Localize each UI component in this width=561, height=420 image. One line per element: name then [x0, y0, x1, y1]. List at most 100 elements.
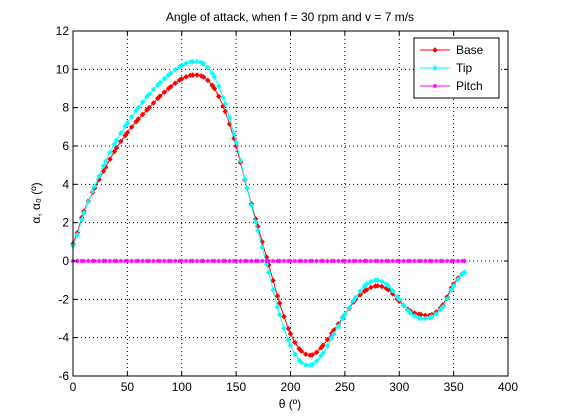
x-tick-label: 100 [172, 380, 192, 394]
data-point-tip [118, 130, 124, 136]
data-point-tip [122, 123, 128, 130]
data-point-pitch [227, 258, 232, 264]
data-point-pitch [451, 258, 456, 264]
data-point-tip [439, 304, 446, 310]
data-point-pitch [92, 258, 97, 264]
data-point-pitch [310, 258, 315, 264]
data-point-pitch [368, 258, 374, 264]
data-point-base [379, 283, 385, 290]
data-point-tip [368, 278, 374, 285]
data-point-pitch [190, 258, 195, 264]
data-point-tip [385, 283, 392, 289]
data-point-pitch [331, 258, 337, 264]
axis-ticks: 0 50 100 150 200 250 300 350 400 -6 -4 -2 0 2 4 6 8 10 12 [56, 24, 519, 394]
data-point-tip [128, 113, 135, 120]
x-tick-label: 0 [70, 380, 77, 394]
data-point-tip [324, 343, 331, 349]
data-point-pitch [136, 258, 141, 264]
data-point-base [363, 286, 370, 293]
data-point-base [189, 72, 196, 78]
data-point-pitch [140, 258, 145, 264]
data-point-tip [331, 331, 337, 337]
y-tick-label: 10 [56, 62, 70, 76]
y-tick-label: -4 [58, 331, 69, 345]
data-point-pitch [444, 258, 450, 264]
data-point-base [233, 143, 239, 149]
x-axis-label: θ (º) [279, 397, 301, 411]
data-point-base [135, 116, 142, 122]
x-tick-label: 200 [280, 380, 300, 394]
data-point-tip [209, 70, 215, 77]
data-point-tip [265, 269, 272, 276]
data-point-pitch [249, 258, 254, 264]
data-point-pitch [129, 258, 134, 264]
data-point-base [205, 77, 211, 84]
data-point-tip [81, 210, 87, 216]
data-point-pitch [146, 258, 152, 264]
data-point-tip [350, 297, 357, 304]
data-point-pitch [440, 258, 445, 264]
data-point-base [146, 104, 152, 111]
data-point-base [309, 352, 316, 358]
data-point-base [292, 339, 298, 346]
data-point-pitch [233, 258, 239, 264]
data-point-tip [433, 311, 439, 317]
data-point-pitch [86, 258, 91, 264]
data-point-tip [133, 107, 139, 114]
legend-swatch-marker [432, 83, 438, 89]
data-point-pitch [255, 258, 261, 264]
data-point-tip [255, 227, 261, 234]
data-point-base [320, 342, 326, 349]
data-point-base [157, 93, 163, 99]
data-point-base [172, 80, 178, 86]
data-point-base [194, 72, 200, 78]
y-tick-label: 8 [62, 101, 69, 115]
data-point-base [274, 293, 281, 299]
legend-label-tip: Tip [456, 61, 473, 75]
data-point-base [168, 83, 174, 90]
data-point-tip [302, 362, 309, 368]
x-tick-label: 300 [389, 380, 409, 394]
data-point-tip [298, 359, 305, 366]
data-point-pitch [103, 258, 108, 264]
data-point-tip [313, 358, 320, 364]
x-tick-label: 350 [444, 380, 464, 394]
data-point-base [209, 82, 215, 89]
data-point-base [374, 283, 381, 289]
data-point-tip [215, 83, 222, 89]
data-point-tip [194, 58, 200, 65]
y-tick-label: 6 [62, 139, 69, 153]
data-point-pitch [205, 258, 211, 264]
data-point-tip [335, 323, 342, 329]
data-point-pitch [434, 258, 439, 264]
data-point-pitch [379, 258, 385, 264]
data-point-base [183, 74, 189, 80]
x-tick-label: 50 [121, 380, 135, 394]
y-axis-label: α, α₀ (º) [29, 182, 43, 223]
data-point-tip [329, 335, 335, 341]
data-point-pitch [81, 258, 87, 264]
data-point-tip [102, 158, 109, 165]
data-point-base [111, 148, 118, 155]
y-tick-label: 4 [62, 177, 69, 191]
data-point-tip [124, 120, 131, 126]
series-pitch [70, 258, 467, 264]
data-point-tip [100, 163, 107, 169]
legend-label-base: Base [456, 43, 484, 57]
x-tick-label: 400 [498, 380, 518, 394]
y-tick-label: 0 [62, 254, 69, 268]
data-point-base [285, 325, 292, 332]
data-point-pitch [397, 258, 402, 264]
data-point-pitch [151, 258, 156, 264]
data-point-tip [220, 94, 226, 101]
data-point-base [122, 132, 128, 139]
data-point-tip [222, 101, 229, 107]
legend: Base Tip Pitch [413, 37, 500, 99]
x-tick-label: 150 [226, 380, 246, 394]
data-point-pitch [260, 258, 265, 264]
data-point-tip [135, 104, 142, 111]
data-point-tip [96, 173, 102, 179]
data-point-tip [281, 325, 287, 332]
data-point-pitch [107, 258, 113, 264]
data-point-pitch [347, 258, 352, 264]
